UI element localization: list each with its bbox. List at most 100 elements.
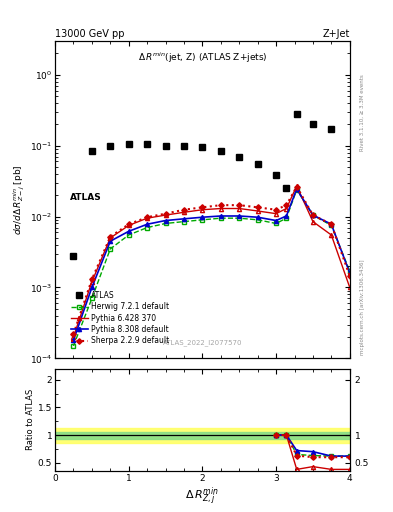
Herwig 7.2.1 default [200,217,205,223]
Pythia 6.428 370 [274,210,279,217]
Sherpa 2.2.9 default [347,273,352,279]
Herwig 7.2.1 default [255,217,260,223]
Herwig 7.2.1 default [145,224,149,230]
Herwig 7.2.1 default [310,212,315,218]
Pythia 6.428 370 [219,205,223,211]
Pythia 8.308 default [274,218,279,224]
Text: Rivet 3.1.10, ≥ 3.3M events: Rivet 3.1.10, ≥ 3.3M events [360,74,365,151]
ATLAS [145,141,149,147]
Herwig 7.2.1 default [127,232,131,238]
Line: Herwig 7.2.1 default: Herwig 7.2.1 default [72,188,351,348]
ATLAS [127,141,131,147]
Line: Sherpa 2.2.9 default: Sherpa 2.2.9 default [72,185,352,336]
ATLAS [219,147,223,154]
Pythia 6.428 370 [255,208,260,214]
ATLAS [108,143,113,149]
Pythia 8.308 default [127,228,131,234]
Sherpa 2.2.9 default [182,207,186,213]
Pythia 6.428 370 [200,207,205,213]
Pythia 6.428 370 [90,279,94,285]
Pythia 8.308 default [347,270,352,276]
ATLAS [284,185,289,191]
Herwig 7.2.1 default [182,219,186,225]
Pythia 8.308 default [90,285,94,291]
Line: Pythia 6.428 370: Pythia 6.428 370 [72,184,352,339]
Sherpa 2.2.9 default [255,204,260,210]
Sherpa 2.2.9 default [145,214,149,220]
ATLAS [71,253,76,259]
ATLAS [182,143,186,149]
Text: ATLAS_2022_I2077570: ATLAS_2022_I2077570 [163,339,242,346]
Text: ATLAS: ATLAS [70,194,101,202]
Text: Z+Jet: Z+Jet [322,29,350,39]
Herwig 7.2.1 default [71,343,76,349]
Y-axis label: $d\sigma/d\Delta\,R^{min}_{Z-j}$ [pb]: $d\sigma/d\Delta\,R^{min}_{Z-j}$ [pb] [11,164,27,235]
Sherpa 2.2.9 default [237,202,242,208]
Pythia 8.308 default [71,337,76,344]
Herwig 7.2.1 default [284,215,289,221]
Herwig 7.2.1 default [90,295,94,302]
Text: $\Delta\,R^{min}$(jet, Z) (ATLAS Z+jets): $\Delta\,R^{min}$(jet, Z) (ATLAS Z+jets) [138,51,267,65]
ATLAS [90,147,94,154]
Line: ATLAS: ATLAS [70,111,334,259]
Pythia 6.428 370 [310,219,315,225]
Herwig 7.2.1 default [108,246,113,252]
Herwig 7.2.1 default [237,215,242,221]
Legend: ATLAS, Herwig 7.2.1 default, Pythia 6.428 370, Pythia 8.308 default, Sherpa 2.2.: ATLAS, Herwig 7.2.1 default, Pythia 6.42… [68,288,173,348]
Line: Pythia 8.308 default: Pythia 8.308 default [72,187,352,343]
Herwig 7.2.1 default [274,220,279,226]
Pythia 6.428 370 [347,285,352,291]
Sherpa 2.2.9 default [284,202,289,208]
Pythia 6.428 370 [163,212,168,218]
ATLAS [200,144,205,151]
Herwig 7.2.1 default [347,268,352,274]
Sherpa 2.2.9 default [329,221,334,227]
Sherpa 2.2.9 default [90,276,94,283]
Pythia 6.428 370 [127,222,131,228]
Text: mcplots.cern.ch [arXiv:1306.3436]: mcplots.cern.ch [arXiv:1306.3436] [360,260,365,355]
Pythia 8.308 default [163,218,168,224]
Text: 13000 GeV pp: 13000 GeV pp [55,29,125,39]
Pythia 6.428 370 [71,334,76,340]
ATLAS [274,173,279,179]
Herwig 7.2.1 default [329,222,334,228]
Pythia 8.308 default [219,213,223,219]
Sherpa 2.2.9 default [219,202,223,208]
Sherpa 2.2.9 default [310,212,315,218]
Pythia 8.308 default [255,214,260,220]
Pythia 8.308 default [329,221,334,227]
Sherpa 2.2.9 default [294,183,299,189]
Herwig 7.2.1 default [163,220,168,226]
X-axis label: $\Delta\,R^{min}_{Z,j}$: $\Delta\,R^{min}_{Z,j}$ [185,485,219,508]
ATLAS [237,154,242,160]
Herwig 7.2.1 default [219,215,223,221]
Pythia 8.308 default [108,238,113,244]
Pythia 6.428 370 [237,205,242,211]
Pythia 8.308 default [145,221,149,227]
Pythia 6.428 370 [294,183,299,189]
Sherpa 2.2.9 default [200,204,205,210]
Sherpa 2.2.9 default [163,210,168,217]
Pythia 6.428 370 [284,205,289,211]
Pythia 6.428 370 [108,235,113,241]
ATLAS [163,143,168,149]
Sherpa 2.2.9 default [127,221,131,227]
Pythia 6.428 370 [182,209,186,216]
Pythia 8.308 default [284,213,289,219]
Pythia 8.308 default [182,216,186,222]
Sherpa 2.2.9 default [71,331,76,337]
Pythia 8.308 default [310,212,315,218]
ATLAS [294,111,299,117]
ATLAS [329,126,334,133]
Herwig 7.2.1 default [294,186,299,193]
Pythia 6.428 370 [329,232,334,238]
Sherpa 2.2.9 default [108,233,113,240]
Sherpa 2.2.9 default [274,207,279,213]
Pythia 8.308 default [200,214,205,220]
Pythia 6.428 370 [145,215,149,221]
ATLAS [310,121,315,127]
ATLAS [255,161,260,167]
Pythia 8.308 default [294,186,299,192]
Y-axis label: Ratio to ATLAS: Ratio to ATLAS [26,389,35,451]
Pythia 8.308 default [237,213,242,219]
